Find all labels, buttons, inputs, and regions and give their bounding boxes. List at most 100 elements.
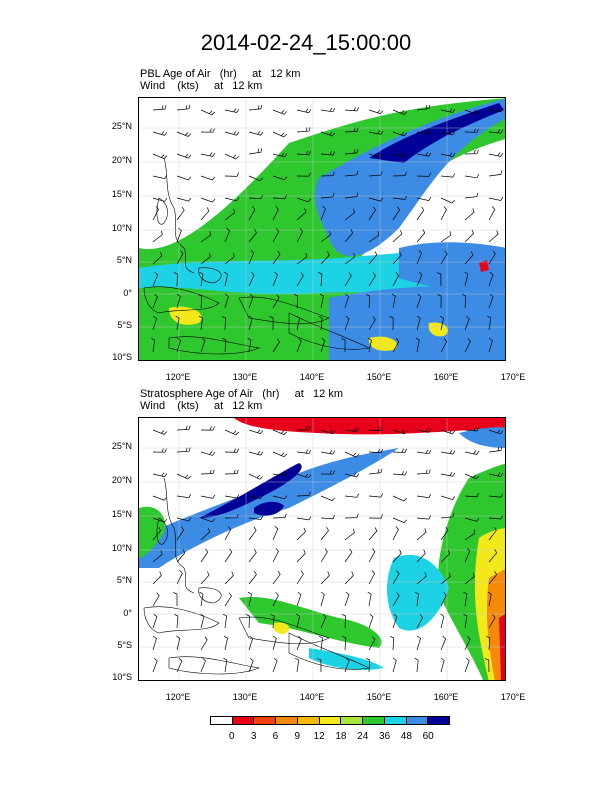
wind-barb bbox=[200, 128, 215, 133]
wind-barb bbox=[296, 527, 306, 541]
p1-lat-tick-10s: 10°S bbox=[112, 352, 132, 362]
colorbar-label: 18 bbox=[335, 731, 347, 742]
wind-barb bbox=[464, 251, 474, 265]
wind-barb bbox=[464, 492, 479, 498]
wind-barb bbox=[272, 131, 288, 138]
p1-lon-tick-130e: 130°E bbox=[232, 372, 258, 382]
wind-barb bbox=[392, 230, 403, 243]
wind-barb bbox=[224, 548, 233, 563]
wind-barb bbox=[414, 657, 419, 673]
pbl-red-patch bbox=[479, 260, 489, 272]
wind-barb bbox=[272, 548, 279, 563]
wind-barb bbox=[176, 206, 185, 221]
wind-barb bbox=[200, 152, 216, 157]
wind-barb bbox=[440, 130, 456, 136]
wind-barb bbox=[152, 175, 168, 179]
p1-lat-tick-25n: 25°N bbox=[111, 121, 132, 131]
wind-barb bbox=[248, 450, 264, 456]
wind-barb bbox=[464, 572, 475, 585]
wind-barb bbox=[488, 129, 504, 134]
wind-barb bbox=[269, 316, 274, 331]
wind-barb bbox=[152, 495, 168, 501]
wind-barb bbox=[200, 469, 215, 475]
wind-barb bbox=[224, 271, 228, 287]
wind-barb bbox=[344, 106, 360, 112]
wind-barb bbox=[200, 548, 209, 563]
wind-barb bbox=[344, 272, 352, 287]
wind-barb bbox=[221, 316, 226, 331]
wind-barb bbox=[176, 473, 192, 480]
strat-south-green bbox=[239, 597, 382, 648]
wind-barb bbox=[344, 252, 356, 265]
wind-barb bbox=[318, 271, 323, 287]
wind-barb bbox=[223, 635, 228, 651]
wind-barb bbox=[464, 192, 479, 199]
wind-barb bbox=[296, 315, 300, 331]
wind-barb bbox=[200, 527, 211, 541]
p2-lon-tick-140e: 140°E bbox=[299, 692, 325, 702]
wind-barb bbox=[464, 529, 476, 541]
wind-barb bbox=[440, 152, 456, 157]
colorbar-label: 9 bbox=[294, 731, 301, 742]
wind-barb bbox=[392, 429, 408, 435]
wind-barb bbox=[368, 206, 376, 221]
wind-barb bbox=[368, 493, 384, 498]
wind-barb bbox=[152, 197, 168, 202]
wind-barb bbox=[344, 451, 360, 458]
wind-barb bbox=[344, 571, 354, 585]
pbl-north-white-east bbox=[429, 158, 505, 248]
wind-barb bbox=[295, 657, 300, 673]
wind-barb bbox=[176, 657, 183, 673]
wind-barb bbox=[200, 613, 205, 629]
wind-barb bbox=[440, 495, 456, 501]
strat-band-navy bbox=[199, 463, 302, 518]
wind-barb bbox=[272, 206, 279, 221]
wind-barb bbox=[272, 525, 279, 541]
wind-barb bbox=[414, 591, 419, 607]
p1-lat-tick-20n: 20°N bbox=[111, 155, 132, 165]
wind-barb bbox=[152, 472, 168, 478]
wind-barb bbox=[344, 548, 353, 563]
colorbar-swatch bbox=[341, 717, 364, 724]
wind-barb bbox=[248, 104, 263, 111]
wind-barb bbox=[488, 493, 504, 498]
wind-barb bbox=[488, 250, 496, 265]
wind-barb bbox=[486, 635, 491, 651]
wind-barb bbox=[199, 271, 204, 287]
p2-lat-tick-10n: 10°N bbox=[111, 543, 132, 553]
p2-lon-tick-130e: 130°E bbox=[232, 692, 258, 702]
wind-barb bbox=[152, 131, 168, 136]
wind-barb bbox=[344, 315, 350, 331]
pbl-age-map-svg bbox=[139, 98, 505, 360]
panel1-wind-label: Wind (kts) at 12 km bbox=[140, 80, 263, 92]
wind-barb bbox=[296, 549, 306, 563]
wind-barb bbox=[416, 172, 431, 177]
wind-barb bbox=[272, 338, 280, 353]
wind-barb bbox=[200, 636, 208, 651]
wind-barb bbox=[200, 337, 206, 353]
wind-barb bbox=[224, 571, 234, 585]
colorbar-label: 6 bbox=[272, 731, 279, 742]
wind-barb bbox=[272, 570, 281, 585]
wind-barb bbox=[415, 337, 420, 353]
wind-barb bbox=[200, 109, 216, 116]
colorbar bbox=[210, 716, 450, 725]
p2-lat-tick-15n: 15°N bbox=[111, 509, 132, 519]
wind-barb bbox=[463, 591, 468, 607]
wind-barb bbox=[320, 495, 336, 502]
wind-barb bbox=[416, 572, 427, 585]
wind-barb bbox=[152, 657, 158, 673]
p1-lon-tick-120e: 120°E bbox=[165, 372, 191, 382]
wind-barb bbox=[344, 472, 360, 478]
wind-barb bbox=[488, 472, 504, 477]
wind-barb bbox=[487, 591, 492, 607]
p2-lon-tick-120e: 120°E bbox=[165, 692, 191, 702]
wind-barb bbox=[416, 635, 421, 651]
wind-barb bbox=[341, 614, 347, 629]
wind-barb bbox=[365, 294, 371, 309]
p2-lat-tick-25n: 25°N bbox=[111, 441, 132, 451]
wind-barb bbox=[320, 337, 326, 353]
wind-barb bbox=[198, 315, 203, 331]
wind-barb bbox=[176, 425, 191, 431]
wind-barb bbox=[248, 570, 257, 585]
